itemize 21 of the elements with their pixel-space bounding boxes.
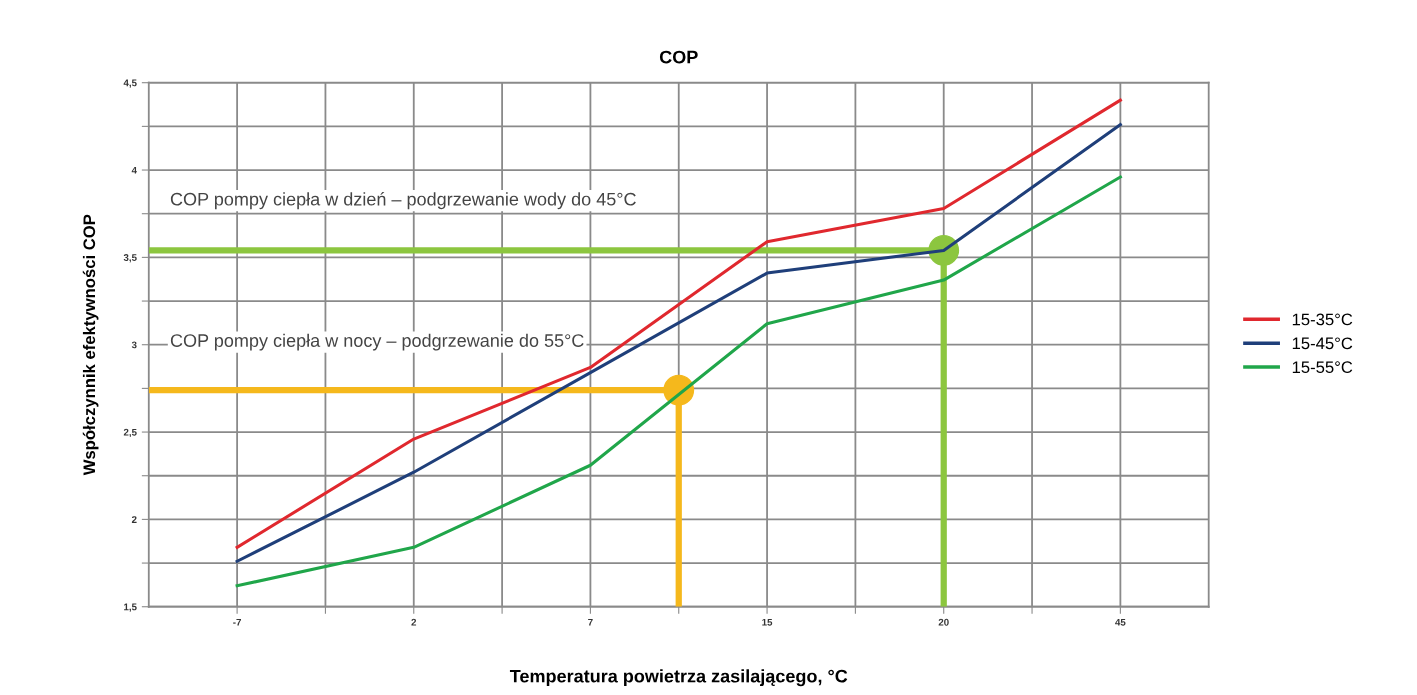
y-tick-label: 3	[131, 341, 137, 349]
x-tick-label: 45	[1115, 618, 1126, 626]
y-axis-title: Współczynnik efektywności COP	[82, 214, 99, 476]
annotation: COP pompy ciepła w dzień – podgrzewanie wody do 45°C	[170, 192, 636, 210]
x-tick-label: 20	[938, 618, 949, 626]
chart-title: COP	[659, 50, 698, 64]
x-axis-title: Temperatura powietrza zasilającego, °C	[509, 669, 848, 687]
y-tick-label: 4,5	[123, 79, 137, 88]
y-tick-label: 2	[131, 516, 137, 523]
legend-label: 15-55°C	[1292, 361, 1353, 374]
legend-label: 15-45°C	[1292, 337, 1353, 350]
annotation: COP pompy ciepła w nocy – podgrzewanie do 55°C	[170, 333, 584, 351]
y-tick-label: 2,5	[123, 428, 137, 438]
x-tick-label: -7	[233, 618, 242, 626]
x-tick-label: 2	[411, 618, 417, 626]
x-tick-label: 7	[588, 618, 593, 626]
y-tick-label: 1,5	[124, 603, 137, 612]
x-tick-label: 15	[762, 618, 773, 626]
y-tick-label: 3,5	[123, 254, 137, 263]
legend-label: 15-35°C	[1292, 313, 1353, 326]
y-tick-label: 4	[131, 166, 137, 174]
